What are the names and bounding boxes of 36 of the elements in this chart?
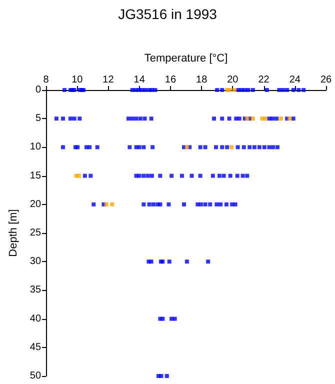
point	[288, 116, 292, 121]
point	[230, 145, 234, 150]
y-tick-label: 0	[35, 84, 42, 96]
x-tick-label: 18	[196, 74, 208, 86]
x-tick-label: 24	[289, 74, 301, 86]
y-tick-label: 10	[30, 142, 42, 153]
point	[77, 174, 81, 178]
x-tick-label: 26	[320, 74, 332, 86]
x-tick-label: 14	[134, 74, 146, 86]
y-tick-label: 45	[30, 342, 42, 353]
point	[110, 202, 114, 206]
x-tick-label: 12	[102, 74, 114, 86]
x-tick-label: 20	[227, 74, 239, 86]
point	[250, 116, 255, 121]
y-tick-label: 5	[35, 113, 42, 124]
y-axis-title: Depth [m]	[8, 209, 20, 257]
x-tick-label: 22	[258, 74, 270, 86]
y-tick-label: 50	[30, 370, 42, 382]
y-tick-label: 15	[30, 170, 42, 182]
point	[278, 116, 283, 121]
x-axis-title: Temperature [°C]	[144, 52, 228, 64]
point	[263, 116, 268, 121]
y-tick-label: 30	[30, 256, 42, 268]
x-tick-label: 16	[164, 74, 176, 86]
y-tick-label: 25	[30, 228, 42, 238]
y-tick-label: 20	[30, 198, 42, 210]
point	[232, 88, 236, 92]
point	[104, 202, 108, 206]
chart-title: JG3516 in 1993	[118, 6, 218, 22]
point	[184, 145, 189, 150]
x-tick-label: 10	[72, 74, 84, 86]
y-tick-label: 35	[30, 284, 42, 296]
x-tick-label: 8	[43, 74, 50, 86]
point	[245, 116, 250, 121]
point	[228, 88, 232, 92]
y-tick-label: 40	[30, 313, 42, 324]
